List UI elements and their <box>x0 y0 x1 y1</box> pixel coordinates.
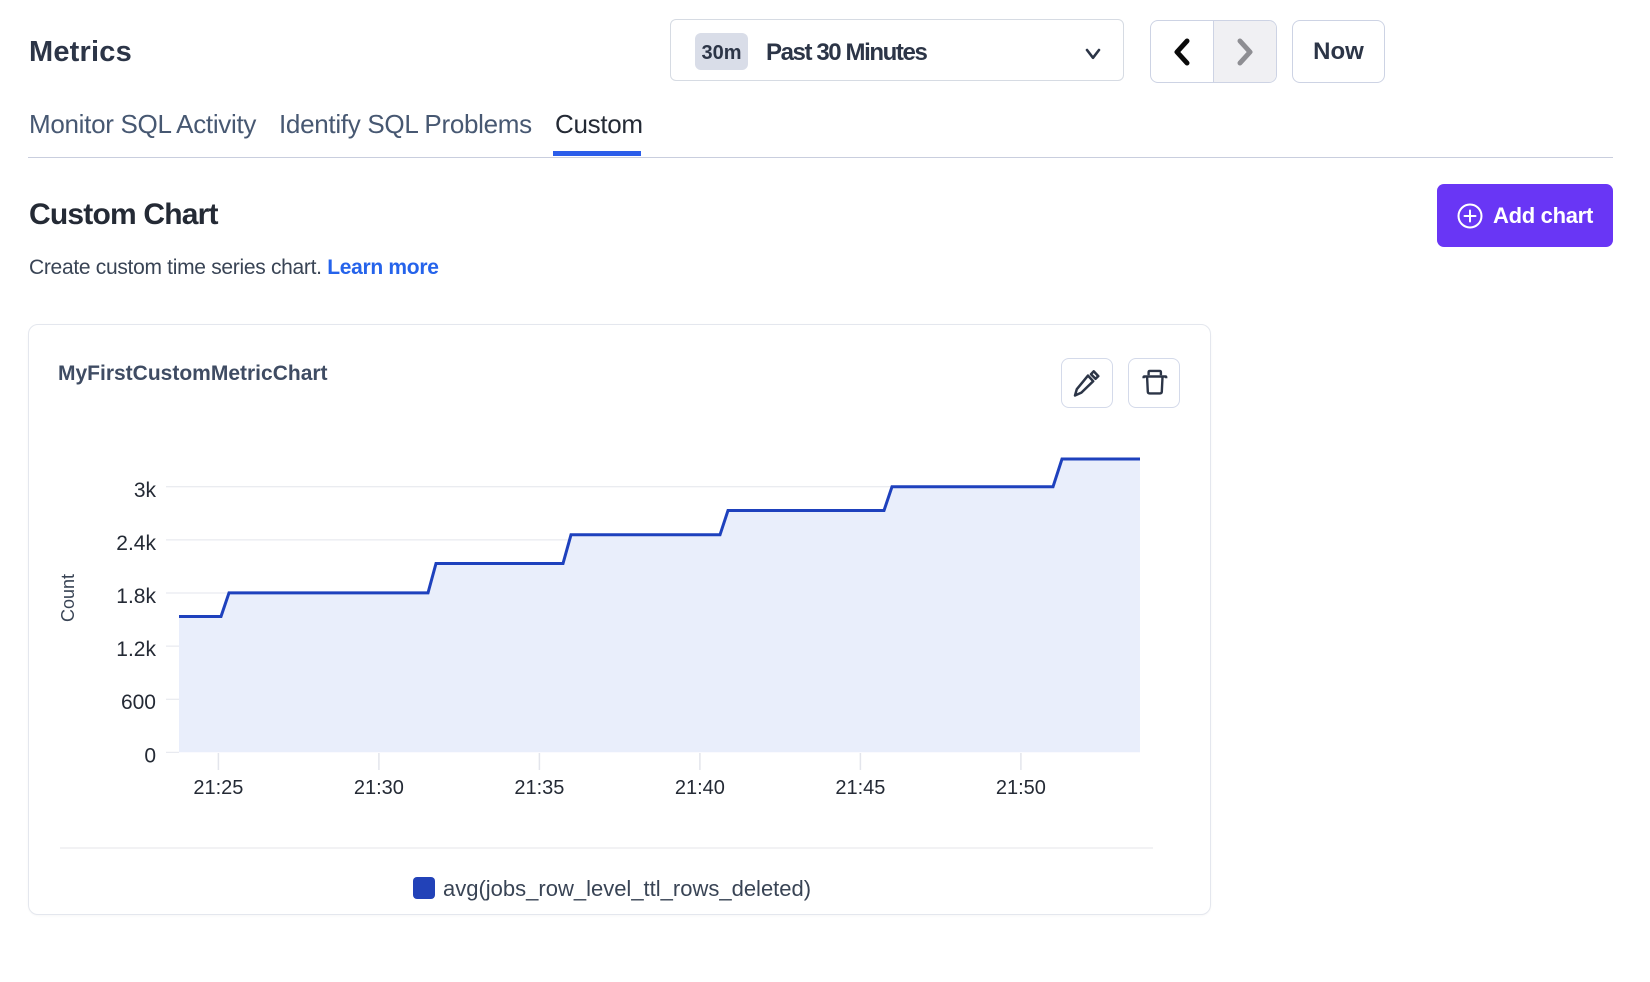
svg-text:600: 600 <box>121 691 156 714</box>
svg-text:21:45: 21:45 <box>835 777 885 799</box>
svg-text:1.8k: 1.8k <box>116 585 156 608</box>
svg-text:2.4k: 2.4k <box>116 532 156 555</box>
svg-text:21:40: 21:40 <box>675 777 725 799</box>
svg-text:21:35: 21:35 <box>514 777 564 799</box>
svg-text:avg(jobs_row_level_ttl_rows_de: avg(jobs_row_level_ttl_rows_deleted) <box>443 876 811 901</box>
svg-text:Count: Count <box>58 574 78 622</box>
svg-text:21:30: 21:30 <box>354 777 404 799</box>
svg-text:21:25: 21:25 <box>193 777 243 799</box>
svg-text:1.2k: 1.2k <box>116 638 156 661</box>
svg-text:21:50: 21:50 <box>996 777 1046 799</box>
svg-text:0: 0 <box>144 744 156 767</box>
svg-text:3k: 3k <box>134 479 157 502</box>
